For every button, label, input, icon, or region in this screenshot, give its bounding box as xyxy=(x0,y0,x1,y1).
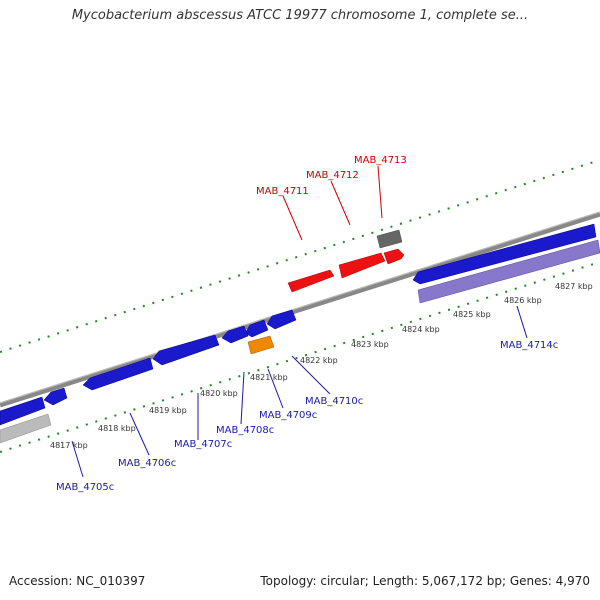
gene-orange[interactable] xyxy=(247,335,275,355)
gene-label-mab-4714c[interactable]: MAB_4714c xyxy=(500,340,558,351)
gene-label-mab-4709c[interactable]: MAB_4709c xyxy=(259,410,317,421)
gene-gray-left[interactable] xyxy=(0,413,52,444)
scale-label: 4824 kbp xyxy=(402,325,440,334)
gene-mab-4711[interactable] xyxy=(287,269,335,293)
accession-text: Accession: NC_010397 xyxy=(9,574,146,588)
top-label-leaders xyxy=(282,165,383,241)
gene-mab-4710c[interactable] xyxy=(266,309,297,330)
scale-label: 4820 kbp xyxy=(200,389,238,398)
gene-mab-4714c[interactable] xyxy=(412,223,597,285)
genome-backbone xyxy=(0,211,600,408)
scale-label: 4827 kbp xyxy=(555,282,593,291)
scale-label: 4823 kbp xyxy=(351,340,389,349)
gene-mab-4706c[interactable] xyxy=(82,357,154,391)
gene-label-mab-4707c[interactable]: MAB_4707c xyxy=(174,439,232,450)
gene-label-mab-4706c[interactable]: MAB_4706c xyxy=(118,458,176,469)
scale-label: 4821 kbp xyxy=(250,373,288,382)
top-gene-labels: MAB_4711 MAB_4712 MAB_4713 xyxy=(256,155,407,197)
gene-gray[interactable] xyxy=(376,229,403,249)
scale-label: 4819 kbp xyxy=(149,406,187,415)
gene-mab-4707c[interactable] xyxy=(152,334,220,366)
gene-mab-4712[interactable] xyxy=(338,252,386,279)
gene-mab-4708c-b[interactable] xyxy=(221,325,249,344)
bottom-gene-labels: MAB_4705c MAB_4706c MAB_4707c MAB_4708c … xyxy=(56,340,558,493)
scale-label: 4826 kbp xyxy=(504,296,542,305)
gene-label-mab-4710c[interactable]: MAB_4710c xyxy=(305,396,363,407)
gene-label-mab-4705c[interactable]: MAB_4705c xyxy=(56,482,114,493)
map-title: Mycobacterium abscessus ATCC 19977 chrom… xyxy=(71,8,529,23)
highlight-gene xyxy=(247,335,275,355)
gene-label-mab-4713[interactable]: MAB_4713 xyxy=(354,155,407,166)
gene-mab-4709c[interactable] xyxy=(244,319,269,338)
reverse-genes xyxy=(0,223,600,444)
gene-label-mab-4708c[interactable]: MAB_4708c xyxy=(216,425,274,436)
gene-mab-4705c[interactable] xyxy=(0,396,46,426)
gene-label-mab-4711[interactable]: MAB_4711 xyxy=(256,186,309,197)
gene-label-mab-4712[interactable]: MAB_4712 xyxy=(306,170,359,181)
forward-genes xyxy=(287,229,405,293)
bottom-label-leaders xyxy=(71,305,528,478)
scale-label: 4822 kbp xyxy=(300,356,338,365)
gene-mab-4705c-b[interactable] xyxy=(43,387,68,406)
gene-pseudo[interactable] xyxy=(417,239,600,304)
scale-label: 4825 kbp xyxy=(453,310,491,319)
gene-mab-4713[interactable] xyxy=(383,248,405,265)
scale-label: 4818 kbp xyxy=(98,424,136,433)
scale-label: 4817 kbp xyxy=(50,441,88,450)
genome-summary: Topology: circular; Length: 5,067,172 bp… xyxy=(260,574,590,588)
scale-labels: 4817 kbp 4818 kbp 4819 kbp 4820 kbp 4821… xyxy=(50,282,593,450)
